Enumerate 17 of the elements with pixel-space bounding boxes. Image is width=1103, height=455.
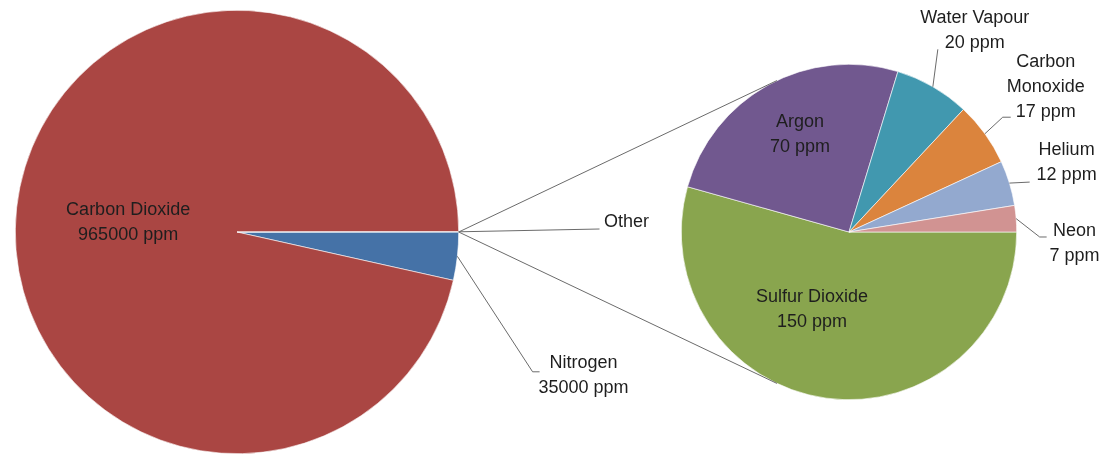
data-label: 35000 ppm: [538, 376, 629, 397]
data-label: 12 ppm: [1036, 163, 1097, 184]
slice-label: Carbon Dioxide: [66, 199, 191, 220]
slice-label: Nitrogen: [549, 351, 618, 372]
data-label: 150 ppm: [777, 310, 848, 331]
data-label: 965000 ppm: [78, 224, 179, 245]
slice-label: Argon: [776, 110, 825, 131]
data-label: 20 ppm: [944, 31, 1005, 52]
slice-label: Water Vapour: [920, 6, 1030, 27]
slice-label: Carbon Monoxide: [1006, 51, 1085, 97]
slice-label: Other: [603, 210, 649, 231]
data-label: 70 ppm: [770, 135, 831, 156]
slice-label: Neon: [1053, 220, 1097, 241]
data-label: 17 ppm: [1015, 101, 1076, 122]
data-label: 7 ppm: [1049, 245, 1100, 266]
slice-label: Helium: [1038, 138, 1095, 159]
slice-label: Sulfur Dioxide: [756, 285, 869, 306]
